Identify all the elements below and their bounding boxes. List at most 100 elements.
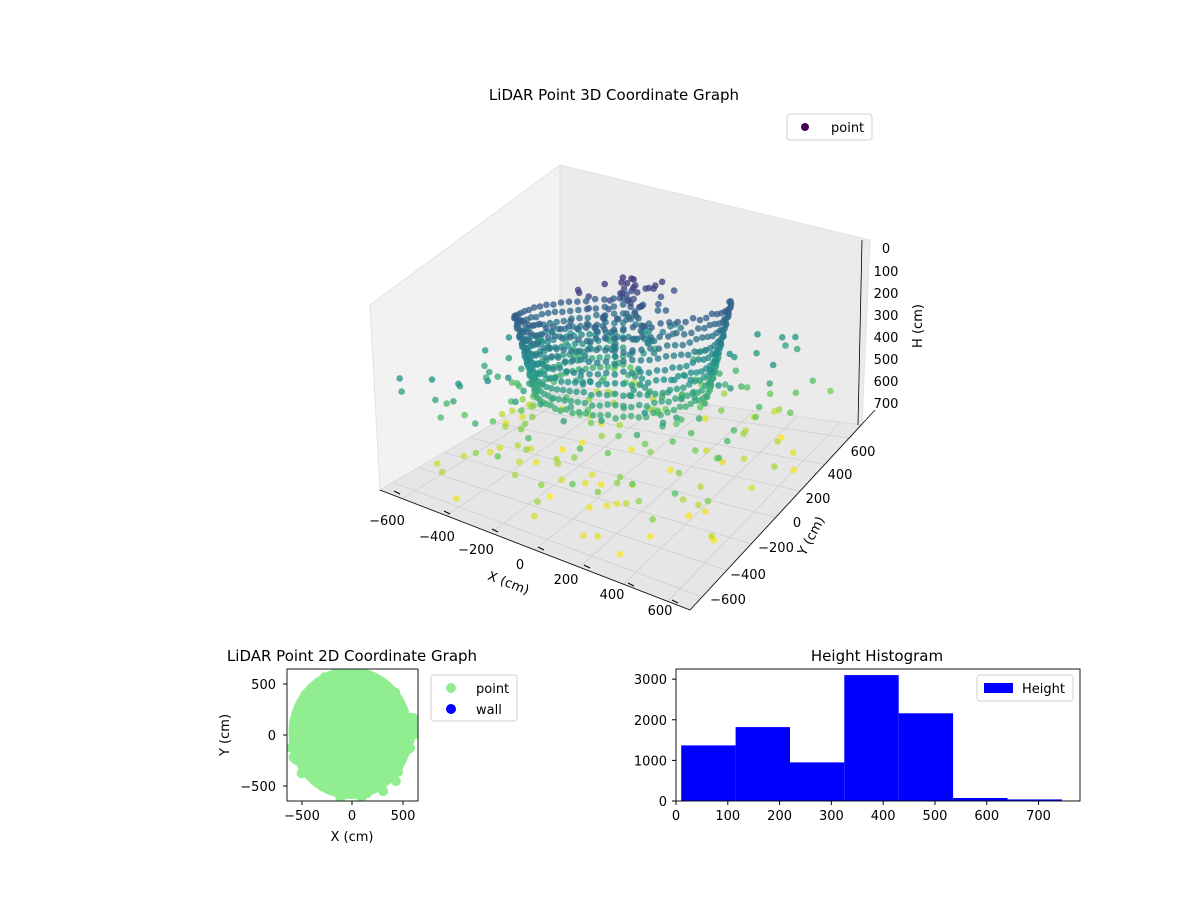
point-2d [296, 717, 307, 728]
point-3d [525, 434, 532, 442]
y-tick-label: 600 [851, 445, 876, 460]
point-3d [538, 331, 546, 338]
point-3d [635, 497, 643, 505]
point-3d [518, 365, 525, 373]
point-2d [372, 760, 383, 771]
point-3d [569, 357, 576, 364]
point-3d [601, 296, 608, 303]
point-3d [610, 310, 618, 318]
point-3d [653, 367, 661, 374]
point-3d [635, 401, 643, 409]
point-3d [543, 324, 550, 332]
point-3d [687, 376, 694, 384]
point-3d [691, 394, 698, 401]
y-tick-label-histogram: 1000 [634, 754, 667, 769]
y-tick-label-histogram: 3000 [634, 673, 667, 688]
point-3d [569, 409, 576, 417]
point-3d [701, 400, 709, 407]
point-3d [688, 329, 695, 337]
point-3d [567, 317, 574, 325]
point-3d [661, 367, 669, 374]
point-3d [566, 387, 573, 395]
point-3d [438, 468, 446, 476]
y-tick-label: −200 [758, 541, 794, 556]
point-3d [706, 366, 714, 374]
point-3d [644, 391, 651, 399]
point-3d [502, 423, 509, 430]
point-3d [682, 318, 689, 326]
point-3d [598, 432, 605, 440]
point-3d [630, 276, 637, 283]
point-3d [587, 419, 595, 427]
point-3d [623, 310, 630, 317]
point-3d [594, 488, 602, 496]
point-3d [771, 463, 778, 470]
legend-label-point: point [831, 121, 864, 136]
point-3d [645, 369, 653, 377]
x-tick-label-2d: −500 [284, 809, 320, 824]
point-3d [638, 346, 645, 354]
point-3d [398, 388, 405, 395]
histogram-bar [844, 675, 899, 801]
point-3d [678, 395, 685, 403]
point-2d [343, 669, 354, 678]
x-tick-label-histogram: 300 [819, 809, 844, 824]
x-axis-line [379, 489, 691, 611]
point-3d [518, 407, 525, 414]
point-3d [629, 480, 636, 488]
point-3d [489, 418, 497, 425]
point-3d [603, 369, 610, 377]
point-3d [481, 347, 489, 354]
point-3d [743, 384, 751, 391]
point-3d [585, 358, 593, 366]
point-3d [680, 384, 687, 392]
point-3d [703, 447, 710, 454]
z-axis-3d: 0 100 200 300 400 500 600 700 H (cm) [874, 242, 926, 412]
point-3d [443, 400, 451, 407]
point-3d [740, 455, 748, 462]
point-3d [545, 392, 552, 400]
point-3d [700, 356, 707, 363]
point-2d [319, 672, 330, 683]
point-3d [643, 403, 651, 410]
z-tick-label: 400 [874, 331, 899, 346]
x-axis-label-2d: X (cm) [331, 830, 374, 845]
point-3d [557, 371, 564, 379]
point-3d [652, 282, 659, 289]
point-3d [638, 333, 646, 341]
point-3d [576, 314, 583, 322]
point-2d [287, 742, 297, 753]
point-3d [629, 336, 636, 343]
point-3d [628, 446, 635, 453]
point-3d [574, 325, 581, 332]
point-3d [611, 371, 619, 378]
point-3d [554, 354, 562, 361]
point-2d [324, 777, 335, 788]
point-3d [512, 398, 519, 406]
point-3d [634, 289, 641, 296]
point-3d [530, 304, 538, 311]
point-3d [672, 395, 679, 402]
point-3d [573, 388, 580, 396]
point-3d [730, 427, 738, 434]
point-3d [564, 378, 572, 386]
point-3d [540, 344, 547, 352]
point-3d [619, 301, 627, 308]
point-3d [547, 401, 554, 409]
point-3d [613, 479, 621, 487]
point-3d [671, 490, 679, 497]
y-tick-label-2d: 500 [251, 678, 276, 693]
point-3d [544, 363, 551, 371]
point-2d [404, 723, 415, 734]
point-3d [637, 368, 644, 376]
point-3d [544, 309, 552, 317]
point-3d [646, 533, 654, 540]
point-3d [486, 448, 494, 456]
point-3d [685, 512, 693, 520]
point-3d [498, 410, 506, 418]
point-3d [559, 351, 567, 359]
point-3d [575, 408, 583, 416]
point-3d [673, 414, 680, 422]
point-3d [569, 480, 576, 488]
point-3d [650, 409, 657, 417]
